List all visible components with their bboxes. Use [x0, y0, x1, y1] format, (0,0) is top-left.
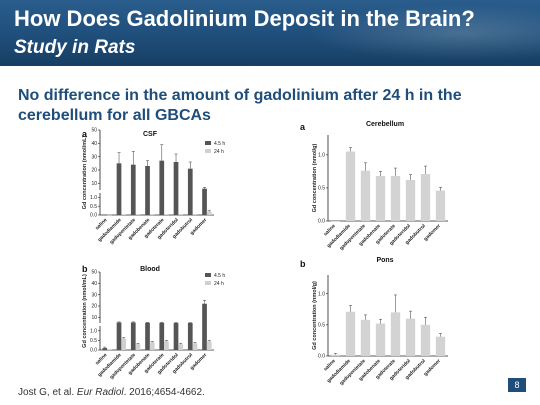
- bar-Cerebellum-gadobutrol: [420, 174, 431, 221]
- bar-Pons-gadobutrol: [420, 324, 431, 356]
- brain-scan-background: [280, 0, 540, 66]
- y-tick-label: 0.5: [318, 323, 325, 329]
- bar-Blood-4.5 h-gadoterate: [159, 322, 165, 350]
- bar-CSF-4.5 h-gadodiamide: [116, 163, 122, 215]
- y-tick-label: 0.5: [90, 338, 97, 344]
- legend-swatch-4.5 h: [205, 273, 211, 277]
- legend-swatch-4.5 h: [205, 141, 211, 145]
- legend-swatch-24 h: [205, 281, 211, 285]
- bar-Cerebellum-gadomer: [435, 190, 446, 221]
- bar-Blood-4.5 h-gadomer: [202, 303, 207, 350]
- bar-Blood-24 h-gadomer: [206, 341, 212, 350]
- y-tick-label: 30: [91, 292, 97, 298]
- bar-Blood-24 h-gadobenate: [149, 342, 155, 350]
- slide-title: How Does Gadolinium Deposit in the Brain…: [14, 6, 475, 31]
- y-axis-label: Gd concentration (nmol/mL): [82, 136, 88, 210]
- y-tick-label: 0.0: [90, 213, 97, 219]
- panel-label: a: [300, 122, 306, 132]
- y-tick-label: 1.0: [318, 153, 325, 159]
- bar-Pons-gadomer: [435, 336, 446, 356]
- panel-label: a: [82, 129, 88, 139]
- y-axis-label: Gd concentration (nmol/g): [312, 281, 318, 350]
- bar-CSF-4.5 h-gadoterate: [159, 160, 165, 215]
- bar-Blood-24 h-gadobutrol: [192, 343, 198, 350]
- chart-title: Blood: [140, 266, 160, 273]
- bar-CSF-4.5 h-gadomer: [202, 188, 207, 215]
- bar-Cerebellum-gadopentetate: [360, 170, 371, 221]
- y-tick-label: 50: [91, 128, 97, 134]
- bar-CSF-24 h-gadomer: [206, 211, 212, 215]
- y-tick-label: 50: [91, 270, 97, 276]
- y-tick-label: 0.0: [318, 354, 325, 360]
- y-tick-label: 1.0: [90, 329, 97, 335]
- bar-Cerebellum-gadodiamide: [345, 151, 356, 221]
- bar-Blood-4.5 h-gadoteridol: [173, 322, 179, 350]
- y-tick-label: 0.5: [318, 186, 325, 192]
- chart-title: CSF: [143, 131, 158, 138]
- bar-Blood-24 h-gadoteridol: [178, 344, 184, 350]
- citation-authors: Jost G, et al.: [18, 387, 77, 398]
- key-statement: No difference in the amount of gadoliniu…: [18, 87, 462, 124]
- chart-title: Pons: [376, 257, 393, 264]
- bar-Cerebellum-gadoterate: [390, 176, 401, 221]
- bar-CSF-4.5 h-gadoteridol: [173, 162, 179, 215]
- y-tick-label: 1.0: [318, 291, 325, 297]
- category-label-gadomer: gadomer: [423, 358, 442, 377]
- bar-Blood-4.5 h-gadobenate: [145, 322, 150, 350]
- category-label-gadomer: gadomer: [423, 223, 442, 242]
- bar-Blood-4.5 h-gadodiamide: [116, 322, 122, 350]
- bar-Blood-4.5 h-gadobutrol: [187, 322, 193, 350]
- header-banner: How Does Gadolinium Deposit in the Brain…: [0, 0, 540, 66]
- bar-Cerebellum-gadobenate: [375, 176, 386, 221]
- legend-swatch-24 h: [205, 149, 211, 153]
- bar-Blood-4.5 h-gadopentetate: [130, 322, 136, 350]
- bar-CSF-4.5 h-gadopentetate: [130, 164, 136, 215]
- citation-journal: Eur Radiol: [76, 387, 124, 398]
- y-axis-label: Gd concentration (nmol/g): [312, 143, 318, 212]
- y-tick-label: 20: [91, 168, 97, 174]
- bar-Cerebellum-gadoteridol: [405, 179, 416, 221]
- y-tick-label: 10: [91, 181, 97, 187]
- legend-label: 4.5 h: [214, 273, 225, 279]
- y-tick-label: 30: [91, 154, 97, 160]
- bar-CSF-4.5 h-gadobutrol: [187, 168, 193, 215]
- panel-label: b: [82, 264, 88, 274]
- bar-Pons-saline: [330, 354, 341, 356]
- y-tick-label: 0.0: [318, 219, 325, 225]
- y-tick-label: 40: [91, 281, 97, 287]
- legend-label: 4.5 h: [214, 141, 225, 147]
- chart-title: Cerebellum: [366, 121, 404, 128]
- y-tick-label: 0.0: [90, 348, 97, 354]
- legend-label: 24 h: [214, 149, 224, 155]
- slide-subtitle: Study in Rats: [14, 37, 136, 58]
- citation: Jost G, et al. Eur Radiol. 2016;4654-466…: [18, 387, 205, 398]
- panel-label: b: [300, 259, 306, 269]
- y-tick-label: 0.5: [90, 204, 97, 210]
- bar-Blood-24 h-gadodiamide: [121, 338, 127, 350]
- bar-Blood-24 h-gadoterate: [164, 341, 169, 350]
- y-tick-label: 20: [91, 304, 97, 310]
- citation-details: . 2016;4654-4662.: [123, 387, 205, 398]
- bar-Blood-24 h-gadopentetate: [135, 344, 141, 350]
- bar-Blood-4.5 h-saline: [102, 348, 108, 350]
- bar-Pons-gadoterate: [390, 312, 401, 356]
- bar-Pons-gadobenate: [375, 323, 386, 356]
- legend-label: 24 h: [214, 281, 224, 287]
- y-tick-label: 1.0: [90, 195, 97, 201]
- page-number: 8: [508, 378, 526, 392]
- y-tick-label: 10: [91, 315, 97, 321]
- bar-Pons-gadodiamide: [345, 311, 356, 356]
- bar-CSF-4.5 h-gadobenate: [145, 166, 150, 215]
- bar-Pons-gadopentetate: [360, 319, 371, 356]
- y-axis-label: Gd concentration (nmol/mL): [82, 274, 88, 348]
- bar-Pons-gadoteridol: [405, 318, 416, 356]
- y-tick-label: 40: [91, 141, 97, 147]
